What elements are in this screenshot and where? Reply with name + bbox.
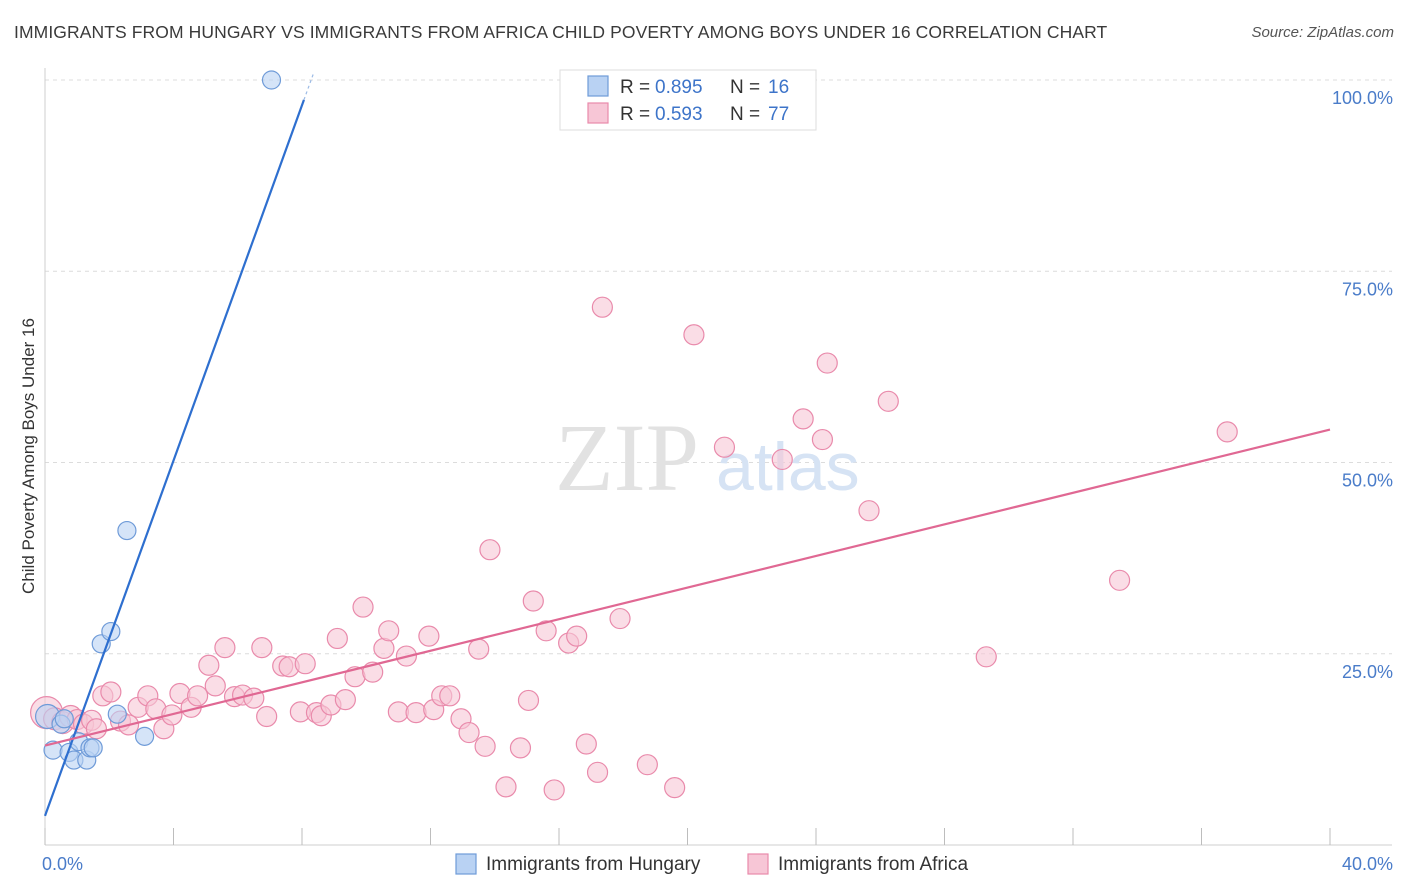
africa-point [243,687,265,709]
y-tick-label-50: 50.0% [1342,471,1393,491]
legend-n-value-hungary: 16 [768,77,789,98]
africa-point [975,646,997,668]
africa-point [664,777,686,799]
africa-point [418,625,440,647]
tick-labels: 25.0% 50.0% 75.0% 100.0% 0.0% 40.0% [42,88,1393,874]
legend-n-label: N = [730,104,760,125]
top-legend: R = 0.895 N = 16 R = 0.593 N = 77 [559,69,817,131]
watermark-zip: ZIP [555,404,699,511]
africa-point [186,685,209,707]
series-africa-points [30,296,1238,801]
africa-point [771,448,793,471]
hungary-point [54,709,74,729]
africa-point [479,539,501,561]
africa-point [566,625,588,647]
trendline-hungary [43,99,305,817]
africa-point [792,408,814,430]
legend-r-value-africa: 0.593 [655,104,703,125]
y-tick-label-25: 25.0% [1342,662,1393,682]
legend-n-label: N = [730,77,760,98]
trendline-africa [44,428,1331,747]
africa-point [535,620,557,642]
africa-point [586,761,609,783]
africa-point [294,653,316,675]
x-tick-label-max: 40.0% [1342,854,1393,874]
bottom-legend-label-hungary: Immigrants from Hungary [486,854,701,875]
africa-point [1216,421,1238,443]
africa-point [373,637,395,659]
africa-point [474,735,496,757]
hungary-point [107,704,127,724]
africa-point [198,654,220,676]
africa-point [816,352,838,374]
africa-point [334,689,356,711]
x-tick-label-min: 0.0% [42,854,83,874]
africa-point [522,590,544,612]
africa-point [352,596,374,618]
africa-point [713,436,736,458]
y-tick-label-100: 100.0% [1332,88,1393,108]
legend-swatch-africa [587,102,609,124]
hungary-point [134,726,155,746]
chart-title: IMMIGRANTS FROM HUNGARY VS IMMIGRANTS FR… [14,22,1108,42]
africa-point [439,685,461,707]
africa-point [509,737,532,759]
africa-point [609,607,631,630]
legend-r-label: R = [620,77,650,98]
africa-point [543,779,565,801]
legend-r-value-hungary: 0.895 [655,77,703,98]
bottom-legend-swatch-africa [747,853,769,875]
africa-point [387,701,409,723]
africa-point [877,390,899,412]
africa-point [811,428,834,451]
africa-point [575,733,597,755]
legend-r-label: R = [620,104,650,125]
bottom-legend-label-africa: Immigrants from Africa [778,854,968,875]
africa-point [100,681,122,703]
legend-n-value-africa: 77 [768,104,789,125]
legend-swatch-hungary [587,75,609,97]
y-tick-label-75: 75.0% [1342,279,1393,299]
hungary-point [117,520,137,541]
africa-point [251,637,273,659]
source-label: Source: ZipAtlas.com [1251,24,1394,41]
africa-point [591,296,613,318]
africa-point [405,702,427,724]
y-axis-title: Child Poverty Among Boys Under 16 [19,318,38,594]
africa-point [458,721,480,744]
series-hungary-points [34,70,282,770]
africa-point [468,638,490,660]
bottom-legend-swatch-hungary [455,853,477,875]
africa-point [495,776,517,798]
hungary-point [83,738,103,758]
africa-point [636,754,658,776]
trendlines [43,73,1331,817]
africa-point [378,620,400,642]
africa-point [517,689,540,712]
hungary-point [261,70,282,90]
africa-point [204,675,226,697]
grid-lines [45,79,1392,655]
trendline-hungary-extension [303,73,315,101]
africa-point [326,627,348,650]
africa-point [256,705,278,728]
africa-point [1108,569,1131,591]
africa-point [214,637,236,659]
bottom-legend: Immigrants from Hungary Immigrants from … [455,853,968,875]
africa-point [683,324,705,346]
africa-point [858,500,880,522]
